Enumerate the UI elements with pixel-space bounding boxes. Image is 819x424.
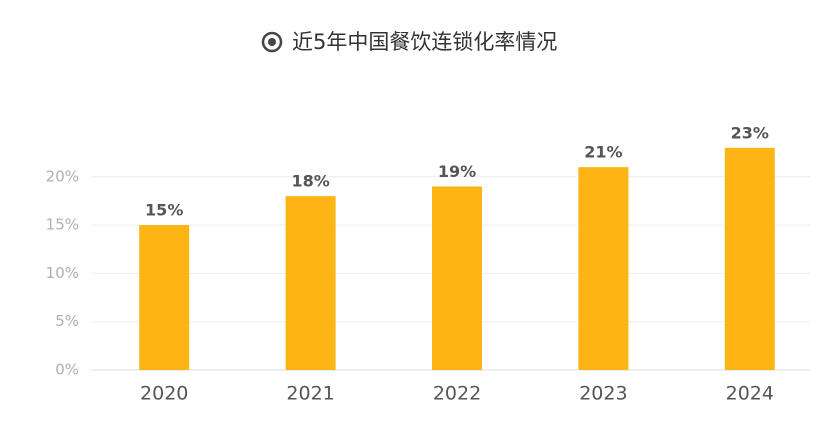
y-tick-label: 20%: [46, 167, 79, 185]
x-tick-label: 2021: [286, 383, 334, 405]
y-tick-label: 5%: [55, 312, 79, 330]
x-tick-label: 2022: [433, 383, 481, 405]
bar: [724, 147, 775, 370]
y-tick-label: 15%: [46, 216, 79, 234]
value-label: 21%: [584, 143, 622, 162]
bar: [139, 225, 190, 370]
value-label: 23%: [731, 123, 769, 142]
x-tick-label: 2023: [579, 383, 627, 405]
bar: [578, 167, 629, 370]
y-tick-label: 10%: [46, 264, 79, 282]
x-tick-label: 2020: [140, 383, 188, 405]
value-label: 19%: [438, 162, 476, 181]
title-icon-dot: [268, 38, 276, 46]
title-icon: [261, 31, 283, 53]
y-tick-label: 0%: [55, 361, 79, 379]
value-label: 15%: [145, 201, 183, 220]
value-label: 18%: [291, 172, 329, 191]
chart-title: 近5年中国餐饮连锁化率情况: [292, 30, 557, 54]
bar: [285, 196, 336, 370]
bar: [432, 186, 482, 370]
x-tick-label: 2024: [726, 383, 774, 405]
